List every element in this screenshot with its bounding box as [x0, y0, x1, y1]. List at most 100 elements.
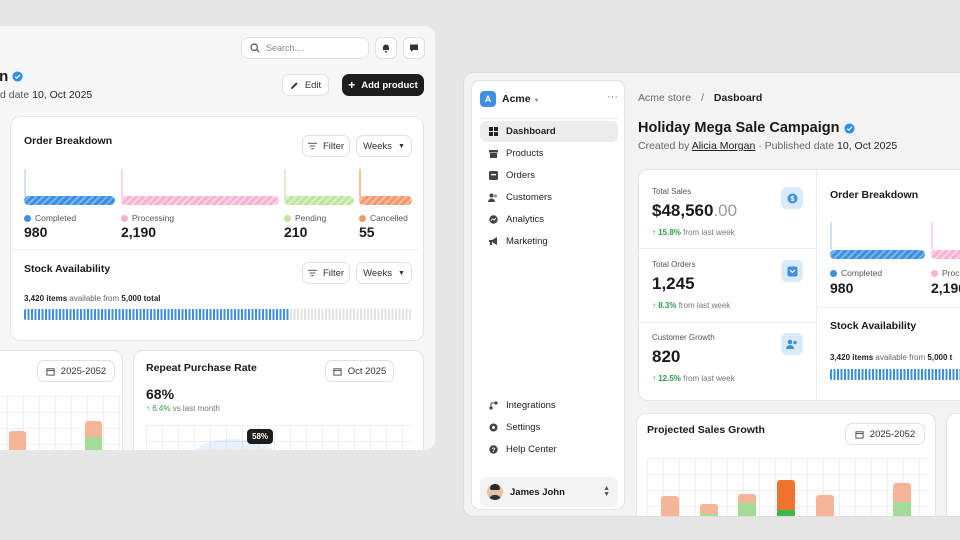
bar-2	[700, 504, 718, 516]
stock-text: 3,420 items available from 5,000 t	[830, 353, 953, 362]
value-processing: 2,190	[121, 224, 157, 240]
kpi-customer-growth-change: ↑ 12.5% from last week	[652, 374, 735, 383]
completed-marker	[830, 222, 832, 250]
breadcrumb-current: Dasboard	[713, 92, 763, 104]
bar-5	[816, 495, 834, 516]
order-breakdown-card: Order Breakdown Filter Weeks ▼ Completed…	[10, 116, 424, 341]
month-select[interactable]: Oct 2025	[325, 360, 394, 382]
svg-text:$: $	[790, 194, 795, 203]
page-title-fragment: gn	[0, 68, 23, 85]
kpi-total-orders-value: 1,245	[652, 274, 695, 293]
breadcrumb-parent[interactable]: Acme store	[638, 92, 692, 104]
published-line: d date 10, Oct 2025	[0, 89, 93, 101]
stock-period-select[interactable]: Weeks ▼	[356, 262, 412, 284]
divider	[817, 307, 960, 308]
search-input[interactable]: Search....	[241, 37, 369, 59]
add-product-button[interactable]: + Add product	[342, 74, 424, 96]
kpi-customer-growth-value: 820	[652, 347, 681, 366]
area-glow	[194, 439, 274, 450]
gear-icon	[488, 423, 498, 433]
period-select[interactable]: Weeks ▼	[356, 135, 412, 157]
grid-icon	[488, 127, 498, 137]
kpi-divider-2	[639, 322, 816, 323]
verified-badge-icon	[844, 122, 855, 134]
search-icon	[250, 43, 260, 53]
sidebar: A Acme ▼ ··· Dashboard Products Orders C…	[471, 80, 625, 510]
sidebar-item-dashboard[interactable]: Dashboard	[480, 121, 618, 142]
pending-marker	[284, 169, 286, 197]
calendar-icon	[46, 367, 55, 376]
processing-marker	[121, 169, 123, 197]
arrow-up-icon: ↑	[652, 301, 656, 310]
cancelled-marker	[359, 169, 361, 197]
sidebar-item-products[interactable]: Products	[480, 143, 618, 164]
chevron-down-icon: ▼	[533, 98, 540, 104]
bar-4	[777, 480, 795, 516]
repeat-rate-change: ↑ 6.4% vs last month	[146, 404, 220, 413]
kpi-total-orders-label: Total Orders	[652, 260, 696, 269]
sidebar-item-integrations[interactable]: Integrations	[480, 395, 618, 416]
repeat-purchase-title: Repeat Purchase Rate	[146, 362, 257, 374]
filter-button[interactable]: Filter	[302, 135, 350, 157]
kpi-divider-1	[639, 248, 816, 249]
bar-7-green	[893, 502, 911, 516]
integrations-icon	[488, 401, 498, 411]
repeat-chart-grid	[146, 425, 412, 450]
sidebar-item-settings[interactable]: Settings	[480, 417, 618, 438]
bar-2-green	[700, 514, 718, 516]
pencil-icon	[290, 81, 298, 89]
divider	[11, 249, 419, 250]
sidebar-item-analytics[interactable]: Analytics	[480, 209, 618, 230]
sidebar-item-customers[interactable]: Customers	[480, 187, 618, 208]
kpi-total-sales-change: ↑ 15.8% from last week	[652, 228, 735, 237]
tooltip: 58%	[247, 429, 274, 444]
value-completed: 980	[24, 224, 48, 240]
search-placeholder: Search....	[266, 43, 305, 53]
page-title: Holiday Mega Sale Campaign	[638, 120, 855, 136]
created-line: Created by Alicia Morgan · Published dat…	[638, 140, 898, 152]
range-select[interactable]: 2025-2052	[845, 423, 925, 445]
svg-text:?: ?	[491, 447, 495, 454]
help-icon: ?	[488, 445, 498, 455]
brand-logo: A	[480, 91, 496, 107]
messages-button[interactable]	[403, 37, 425, 59]
sales-chart-card: 2025-2052	[0, 350, 124, 450]
stock-text: 3,420 items available from 5,000 total	[24, 294, 161, 303]
legend-cancelled: Cancelled	[359, 213, 408, 223]
filter-icon	[307, 142, 317, 150]
processing-marker	[931, 222, 933, 250]
completed-bar	[24, 196, 115, 205]
orders-icon	[488, 171, 498, 181]
chevron-updown-icon: ▲ ▼	[603, 485, 610, 498]
arrow-up-icon: ↑	[652, 374, 656, 383]
stock-filter-button[interactable]: Filter	[302, 262, 350, 284]
legend-processing: Processing	[121, 213, 174, 223]
repeat-purchase-card: Repeat Purchase Rate Oct 2025 68% ↑ 6.4%…	[133, 350, 424, 450]
edit-button[interactable]: Edit	[282, 74, 329, 96]
author-link[interactable]: Alicia Morgan	[691, 140, 756, 152]
notification-button[interactable]	[375, 37, 397, 59]
kpi-divider-v	[816, 170, 817, 402]
kpi-total-sales-value: $48,560.00	[652, 201, 738, 220]
sidebar-item-marketing[interactable]: Marketing	[480, 231, 618, 252]
right-dashboard-window: A Acme ▼ ··· Dashboard Products Orders C…	[463, 72, 960, 517]
range-select[interactable]: 2025-2052	[37, 360, 115, 382]
cancelled-bar	[359, 196, 412, 205]
chevron-down-icon: ▼	[397, 269, 405, 277]
projected-sales-card: Projected Sales Growth 2025-2052	[636, 413, 936, 516]
partial-card	[946, 413, 960, 516]
breadcrumb: Acme store / Dasboard	[638, 92, 763, 104]
user-menu[interactable]: James John ▲ ▼	[480, 477, 618, 507]
orders-icon	[781, 260, 803, 282]
sidebar-item-help-center[interactable]: ? Help Center	[480, 439, 618, 460]
value-pending: 210	[284, 224, 308, 240]
stock-title: Stock Availability	[830, 320, 917, 332]
workspace-switcher[interactable]: Acme ▼	[502, 93, 540, 105]
projected-sales-title: Projected Sales Growth	[647, 424, 765, 436]
more-icon[interactable]: ···	[607, 91, 618, 103]
left-dashboard-window: Search.... gn d date 10, Oct 2025 Edit +…	[0, 26, 435, 450]
sidebar-item-orders[interactable]: Orders	[480, 165, 618, 186]
chevron-down-icon: ▼	[397, 142, 405, 150]
users-icon	[781, 333, 803, 355]
bell-icon	[383, 44, 389, 53]
